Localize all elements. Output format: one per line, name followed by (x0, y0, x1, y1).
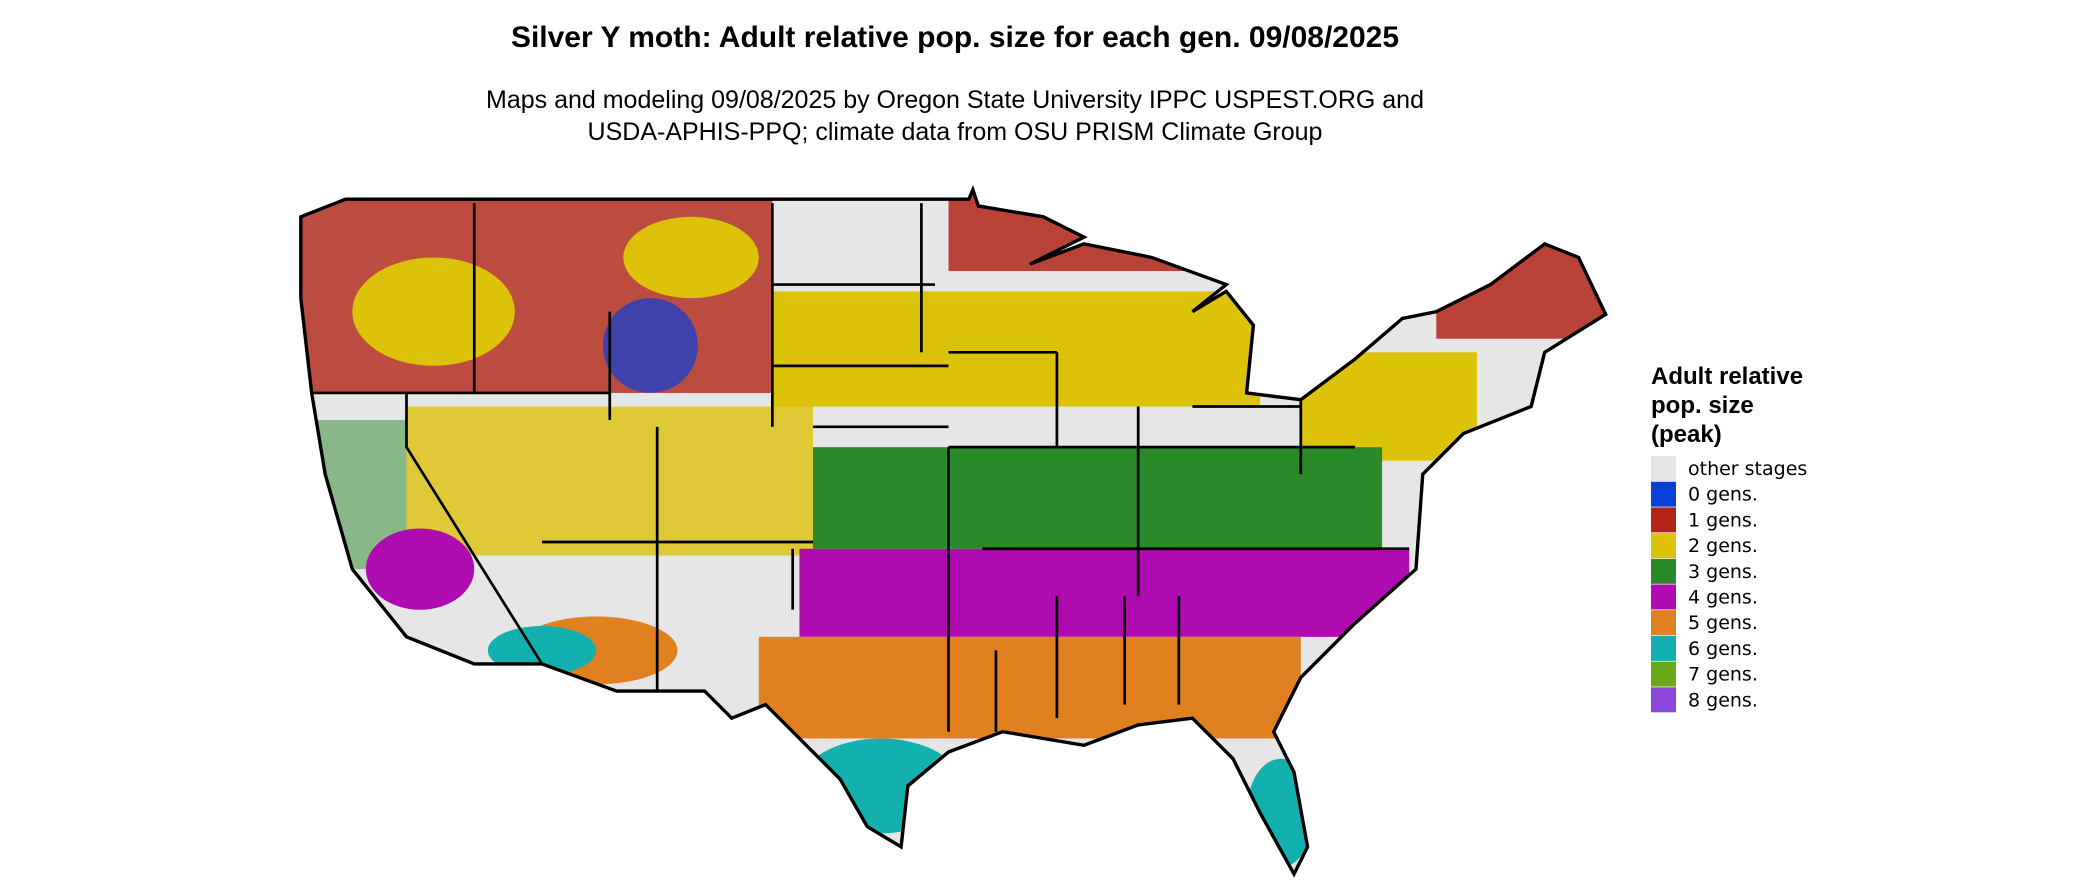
subtitle-line: USDA-APHIS-PPQ; climate data from OSU PR… (588, 118, 1323, 146)
legend-label: 3 gens. (1688, 561, 1758, 583)
legend-label: 2 gens. (1688, 535, 1758, 557)
legend-swatch (1651, 533, 1676, 559)
legend-label: 8 gens. (1688, 689, 1758, 711)
legend-label: 6 gens. (1688, 638, 1758, 660)
legend-label: 4 gens. (1688, 587, 1758, 609)
legend-swatch (1651, 687, 1676, 713)
legend-swatch (1651, 610, 1676, 636)
state-borders (299, 188, 1608, 876)
us-map (299, 188, 1608, 876)
legend-swatch (1651, 635, 1676, 661)
legend-title: pop. size (1651, 392, 1754, 419)
legend-swatch (1651, 558, 1676, 584)
legend-swatch (1651, 584, 1676, 610)
legend-label: 0 gens. (1688, 484, 1758, 506)
legend-label: other stages (1688, 458, 1807, 480)
subtitle-line: Maps and modeling 09/08/2025 by Oregon S… (486, 86, 1424, 114)
legend-swatch (1651, 481, 1676, 507)
legend-swatch (1651, 661, 1676, 687)
legend-swatch (1651, 456, 1676, 481)
legend-label: 7 gens. (1688, 664, 1758, 686)
legend-title: (peak) (1651, 421, 1722, 448)
legend-label: 1 gens. (1688, 509, 1758, 531)
legend-swatch (1651, 507, 1676, 533)
map-title: Silver Y moth: Adult relative pop. size … (511, 21, 1399, 54)
legend-label: 5 gens. (1688, 612, 1758, 634)
legend-title: Adult relative (1651, 363, 1803, 390)
